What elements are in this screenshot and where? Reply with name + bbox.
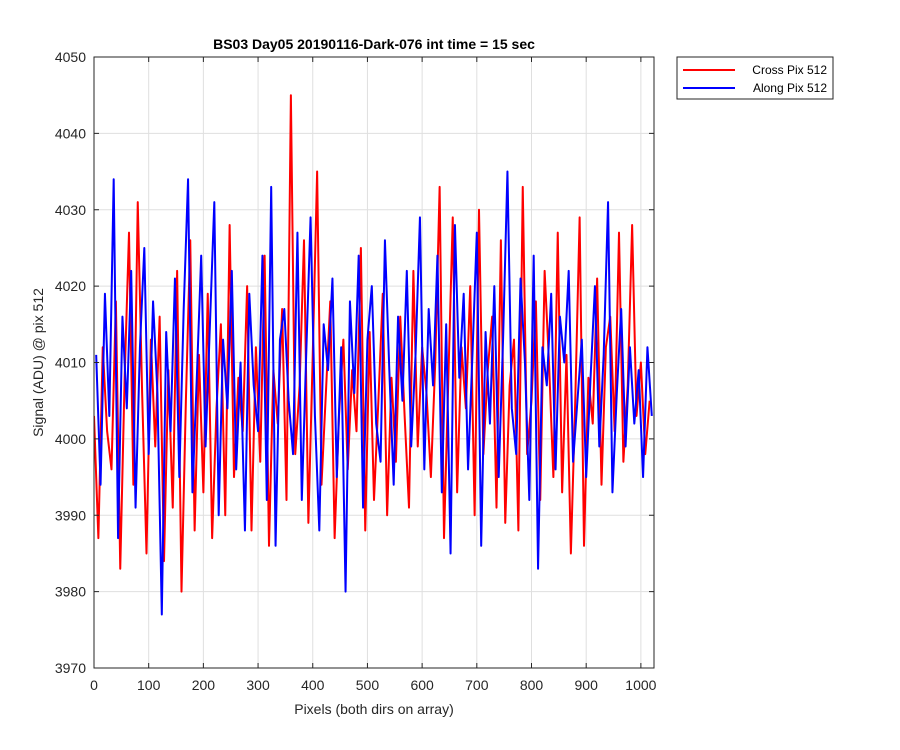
x-axis-label: Pixels (both dirs on array) bbox=[294, 701, 454, 717]
x-tick-label: 800 bbox=[520, 677, 544, 693]
y-tick-label: 4040 bbox=[55, 125, 86, 141]
series-layer bbox=[94, 94, 653, 616]
y-tick-label: 3970 bbox=[55, 660, 86, 676]
chart-title: BS03 Day05 20190116-Dark-076 int time = … bbox=[213, 36, 535, 52]
y-tick-label: 4000 bbox=[55, 431, 86, 447]
y-tick-label: 4030 bbox=[55, 202, 86, 218]
x-tick-label: 500 bbox=[356, 677, 380, 693]
x-tick-label: 100 bbox=[137, 677, 161, 693]
legend-label: Cross Pix 512 bbox=[752, 63, 827, 77]
x-tick-label: 300 bbox=[246, 677, 270, 693]
series-line-1 bbox=[94, 94, 651, 593]
x-tick-label: 900 bbox=[575, 677, 599, 693]
ticks: 0 100 200 300 400 500 600 700 800 900 1000 3970 3980… bbox=[55, 49, 657, 693]
y-tick-label: 4050 bbox=[55, 49, 86, 65]
y-tick-label: 4020 bbox=[55, 278, 86, 294]
legend-label: Along Pix 512 bbox=[753, 81, 827, 95]
legend-box bbox=[676, 56, 834, 100]
y-tick-label: 4010 bbox=[55, 355, 86, 371]
y-axis-label: Signal (ADU) @ pix 512 bbox=[30, 288, 46, 437]
x-tick-label: 700 bbox=[465, 677, 489, 693]
legend: Cross Pix 512 Along Pix 512 bbox=[676, 56, 834, 100]
x-tick-label: 0 bbox=[90, 677, 98, 693]
y-tick-label: 3980 bbox=[55, 584, 86, 600]
x-tick-label: 200 bbox=[192, 677, 216, 693]
y-tick-label: 3990 bbox=[55, 507, 86, 523]
x-tick-label: 600 bbox=[410, 677, 434, 693]
x-tick-label: 400 bbox=[301, 677, 325, 693]
x-tick-label: 1000 bbox=[625, 677, 656, 693]
series-line-2 bbox=[95, 170, 653, 616]
